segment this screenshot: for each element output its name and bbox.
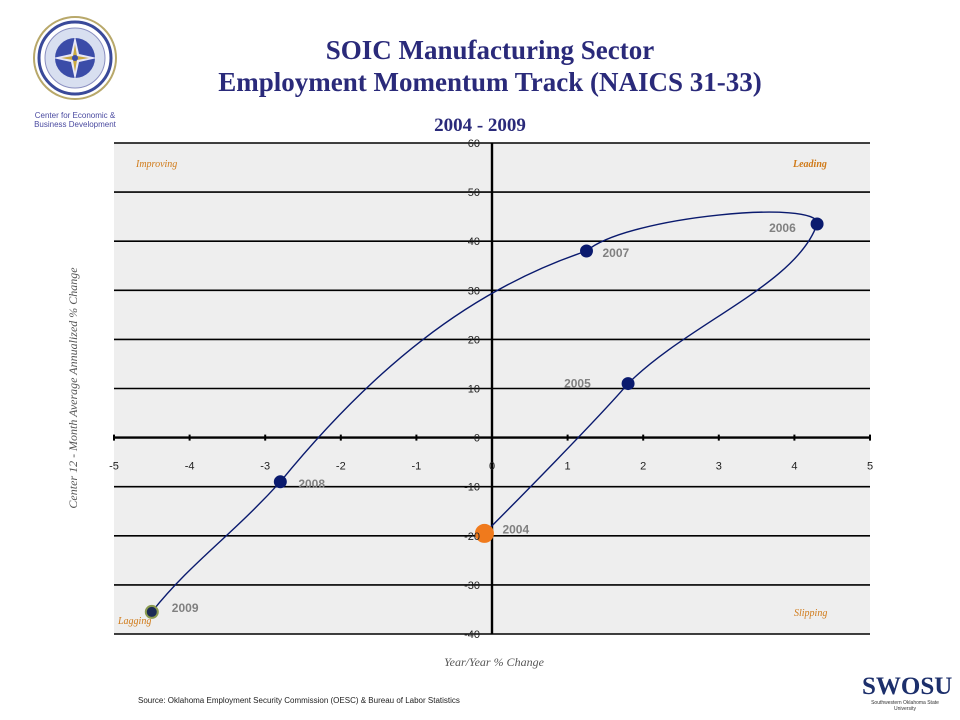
y-tick-label: -40 [464,629,480,641]
point-2006 [810,217,824,231]
y-tick-labels: 60 50 40 30 20 10 0 -10 -20 -30 -40 [464,138,480,641]
y-tick-label: 50 [468,187,480,199]
x-tick-labels: -5 -4 -3 -2 -1 0 1 2 3 4 5 [109,461,873,473]
quadrant-label-leading: Leading [792,159,827,170]
y-tick-label: 10 [468,384,480,396]
x-tick-label: 3 [716,461,722,473]
point-2009 [144,604,159,619]
quadrant-label-slipping: Slipping [794,608,827,619]
x-tick-label: 4 [791,461,797,473]
point-label-2007: 2007 [603,246,630,260]
y-tick-label: 0 [474,433,480,445]
x-axis [113,434,871,441]
swosu-university-name: Southwestern Oklahoma State University [871,700,939,712]
x-tick-label: -1 [412,461,422,473]
point-label-2008: 2008 [298,477,325,491]
logo-caption-line2: Business Development [34,120,116,129]
source-note: Source: Oklahoma Employment Security Com… [138,696,460,705]
title-block: SOIC Manufacturing Sector Employment Mom… [120,34,860,98]
y-tick-label: -30 [464,580,480,592]
point-label-2006: 2006 [769,221,796,235]
x-tick-label: 0 [489,461,495,473]
quadrant-label-lagging: Lagging [117,616,151,627]
quadrant-label-improving: Improving [135,159,177,170]
point-2008 [273,475,287,489]
swosu-logo: SWOSU Southwestern Oklahoma State Univer… [862,673,953,713]
point-2007 [580,244,593,258]
y-tick-label: 60 [468,138,480,150]
y-axis-label: Center 12 - Month Average Annualized % C… [66,267,80,509]
x-tick-label: -2 [336,461,346,473]
chart-title-line2: Employment Momentum Track (NAICS 31-33) [218,67,762,97]
y-tick-label: 20 [468,334,480,346]
swosu-wordmark: SWOSU [862,673,953,700]
chart-title-line1: SOIC Manufacturing Sector [325,35,655,65]
y-tick-label: 40 [468,236,480,248]
point-label-2004: 2004 [502,522,529,536]
compass-seal-icon [33,16,117,100]
y-tick-label: -10 [464,482,480,494]
point-label-2009: 2009 [172,601,199,615]
y-tick-label: -20 [464,531,480,543]
cebd-logo: Center for Economic & Business Developme… [20,12,130,129]
point-2005 [621,377,635,391]
x-tick-label: 1 [565,461,571,473]
x-tick-label: 5 [867,461,873,473]
point-2004 [474,523,494,543]
x-axis-label: Year/Year % Change [444,655,544,669]
logo-caption-line1: Center for Economic & [34,111,116,120]
point-label-2005: 2005 [564,377,591,391]
x-tick-label: -4 [185,461,195,473]
chart-subtitle: 2004 - 2009 [434,115,526,136]
x-tick-label: -5 [109,461,119,473]
y-tick-label: 30 [468,285,480,297]
x-tick-label: -3 [260,461,270,473]
x-tick-label: 2 [640,461,646,473]
